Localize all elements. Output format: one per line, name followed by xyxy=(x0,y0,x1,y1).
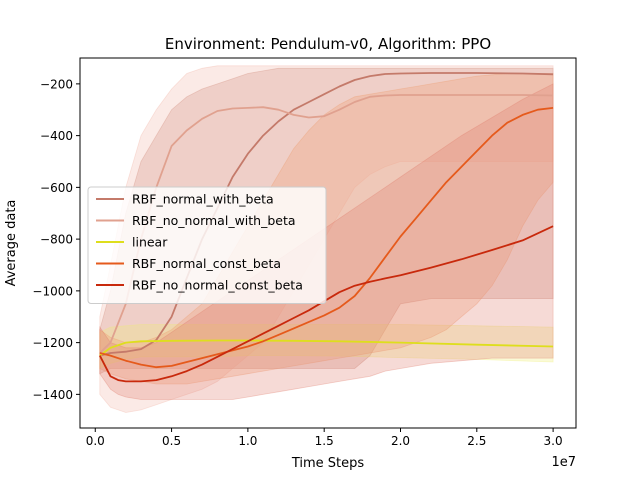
y-tick-label: −800 xyxy=(40,233,73,247)
y-axis-label: Average data xyxy=(4,200,19,287)
x-tick-label: 2.0 xyxy=(391,434,410,448)
y-tick-label: −200 xyxy=(40,77,73,91)
x-tick-label: 0.5 xyxy=(162,434,181,448)
chart-title: Environment: Pendulum-v0, Algorithm: PPO xyxy=(165,35,491,53)
series-line-rbf-no-normal-const-beta xyxy=(99,225,554,383)
x-tick-label: 1.0 xyxy=(238,434,257,448)
legend-label-linear: linear xyxy=(132,235,168,250)
y-axis-ticks: −1400 −1200 −1000 −800 −600 −400 −200 xyxy=(32,77,80,402)
y-tick-label: −1400 xyxy=(32,388,73,402)
y-tick-label: −400 xyxy=(40,129,73,143)
legend-label-rbf-normal-with-beta: RBF_normal_with_beta xyxy=(132,192,274,207)
y-tick-label: −1000 xyxy=(32,284,73,298)
legend-box xyxy=(87,186,327,304)
y-tick-label: −600 xyxy=(40,181,73,195)
legend-label-rbf-no-normal-const-beta: RBF_no_normal_const_beta xyxy=(132,278,303,293)
series-line-rbf-normal-const-beta xyxy=(99,107,554,369)
x-axis-offset-label: 1e7 xyxy=(551,455,576,470)
y-tick-label: −1200 xyxy=(32,336,73,350)
x-tick-label: 1.5 xyxy=(315,434,334,448)
x-tick-label: 3.0 xyxy=(544,434,563,448)
series-line-rbf-normal-with-beta xyxy=(99,72,554,357)
x-axis-label: Time Steps xyxy=(291,456,365,471)
x-tick-label: 2.5 xyxy=(467,434,486,448)
legend: RBF_normal_with_beta RBF_no_normal_with_b… xyxy=(87,186,327,304)
x-axis-ticks: 0.0 0.5 1.0 1.5 2.0 2.5 3.0 xyxy=(86,428,563,448)
plot-frame xyxy=(79,57,577,429)
x-tick-label: 0.0 xyxy=(86,434,105,448)
band-rbf-no-normal-with-beta xyxy=(99,65,554,413)
series-lines xyxy=(99,72,554,383)
band-linear xyxy=(99,324,554,370)
legend-label-rbf-normal-const-beta: RBF_normal_const_beta xyxy=(132,256,281,271)
series-line-linear xyxy=(99,339,554,357)
legend-label-rbf-no-normal-with-beta: RBF_no_normal_with_beta xyxy=(132,213,296,228)
